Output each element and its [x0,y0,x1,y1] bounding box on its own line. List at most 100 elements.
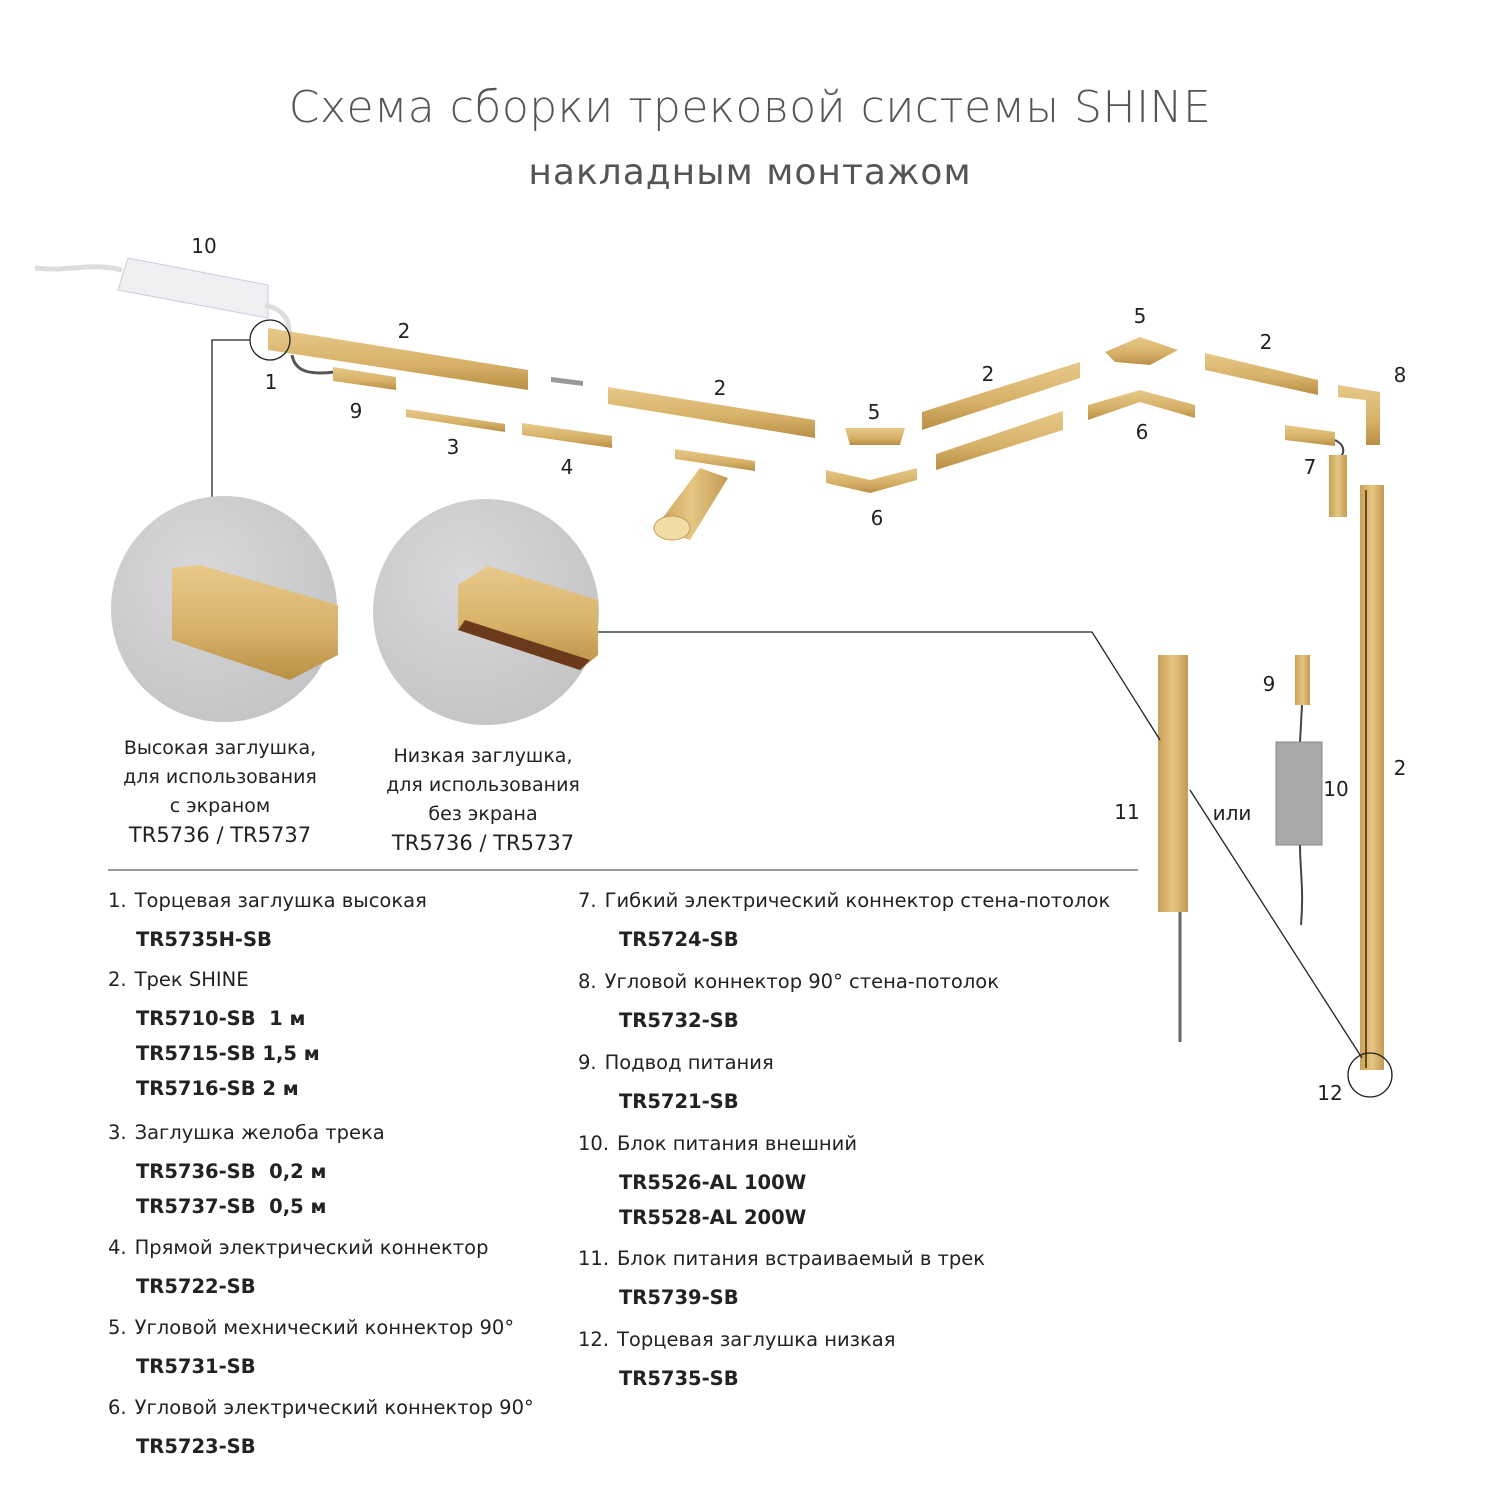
linear-light [936,411,1063,470]
item-name: Блок питания внешний [617,1132,858,1155]
part-label: 1 [264,370,278,394]
corner-connector-mech [845,428,905,445]
flex-connector-vertical [1329,455,1347,517]
item-code: TR5721-SB [619,1090,739,1113]
corner-connector-elec [826,468,917,493]
spot-adapter [675,449,755,471]
item-number: 11. [578,1247,610,1270]
part-label: 3 [446,435,460,459]
part-label: 6 [870,506,884,530]
power-feed-vertical [1295,655,1310,705]
item-code: TR5736-SB 0,2 м [136,1160,327,1183]
item-number: 9. [578,1051,597,1074]
part-label: 5 [1133,304,1147,328]
item-name: Блок питания встраиваемый в трек [617,1247,986,1270]
item-code: TR5735-SB [619,1367,739,1390]
part-label: 7 [1303,455,1317,479]
item-code: TR5724-SB [619,928,739,951]
item-name: Угловой электрический коннектор 90° [134,1396,534,1419]
item-number: 8. [578,970,597,993]
parts-list-item: 6. Угловой электрический коннектор 90° TR5… [108,1396,534,1464]
item-number: 7. [578,889,597,912]
page-subtitle: накладным монтажом [528,152,972,193]
item-number: 1. [108,889,127,912]
item-number: 2. [108,968,127,991]
item-name: Угловой мехнический коннектор 90° [134,1316,515,1339]
part-label: 2 [1393,756,1407,780]
item-name: Угловой коннектор 90° стена-потолок [604,970,999,993]
corner-connector-mech-2 [1105,337,1178,365]
item-code: TR5722-SB [136,1275,256,1298]
parts-list-item: 3. Заглушка желоба трека TR5736-SB 0,2 м TR… [108,1121,385,1224]
parts-list-item: 5. Угловой мехнический коннектор 90° TR573… [108,1316,514,1384]
part-label: 6 [1135,420,1149,444]
flex-connector [1285,425,1335,446]
item-code: TR5737-SB 0,5 м [136,1195,327,1218]
item-code: TR5526-AL 100W [619,1171,807,1194]
callout-high-cap-caption: Высокая заглушка, для использования с эк… [123,737,317,847]
item-code: TR5735H-SB [136,928,272,951]
item-code: TR5731-SB [136,1355,256,1378]
parts-list-item: 1. Торцевая заглушка высокая TR5735H-SB [108,889,427,957]
part-label: 9 [349,399,363,423]
part-label: 11 [1114,800,1140,824]
item-number: 5. [108,1316,127,1339]
parts-list-item: 10. Блок питания внешний TR5526-AL 100W TR5… [578,1132,857,1235]
item-code: TR5716-SB 2 м [136,1077,299,1100]
item-code: TR5715-SB 1,5 м [136,1042,320,1065]
item-number: 12. [578,1328,610,1351]
item-name: Торцевая заглушка низкая [617,1328,896,1351]
item-code: TR5710-SB 1 м [136,1007,306,1030]
item-number: 10. [578,1132,610,1155]
track-1 [268,328,528,390]
item-name: Прямой электрический коннектор [134,1236,489,1259]
item-code: TR5528-AL 200W [619,1206,807,1229]
part-label: 2 [397,319,411,343]
item-number: 4. [108,1236,127,1259]
straight-connector [522,423,612,448]
wall-ceiling-corner [1338,385,1380,445]
item-code: TR5739-SB [619,1286,739,1309]
item-name: Торцевая заглушка высокая [134,889,427,912]
item-number: 6. [108,1396,127,1419]
parts-list-item: 11. Блок питания встраиваемый в трек TR573… [578,1247,985,1315]
track-3 [922,362,1080,430]
parts-list-item: 12. Торцевая заглушка низкая TR5735-SB [578,1328,895,1396]
part-label: 9 [1262,672,1276,696]
parts-list-item: 4. Прямой электрический коннектор TR5722-S… [108,1236,488,1304]
part-label: 2 [713,376,727,400]
item-name: Заглушка желоба трека [134,1121,385,1144]
parts-list-item: 9. Подвод питания TR5721-SB [578,1051,774,1119]
parts-list-item: 8. Угловой коннектор 90° стена-потолок TR5… [578,970,999,1038]
track-4 [1205,353,1318,395]
item-name: Подвод питания [604,1051,774,1074]
track-built-in-psu [1158,655,1188,912]
page-title: Схема сборки трековой системы SHINE [288,82,1212,133]
part-label: 2 [981,362,995,386]
corner-connector-elec-2 [1088,390,1195,420]
part-label: 2 [1259,330,1273,354]
groove-cover [406,409,505,432]
power-supply-external [34,257,293,341]
part-label: 5 [867,400,881,424]
item-number: 3. [108,1121,127,1144]
part-label: 8 [1393,363,1407,387]
straight-connector-pin [551,377,583,386]
part-label: 10 [191,234,217,258]
item-code: TR5723-SB [136,1435,256,1458]
parts-list-item: 2. Трек SHINE TR5710-SB 1 м TR5715-SB 1,5 м… [108,968,320,1106]
item-name: Гибкий электрический коннектор стена-пот… [604,889,1111,912]
item-code: TR5732-SB [619,1009,739,1032]
parts-list-item: 7. Гибкий электрический коннектор стена-п… [578,889,1110,957]
part-label: 12 [1317,1081,1343,1105]
item-name: Трек SHINE [134,968,249,991]
power-supply-vertical [1275,741,1323,846]
part-label: 4 [560,455,574,479]
or-label: или [1212,801,1252,825]
part-label: 10 [1323,777,1349,801]
callout-low-cap-caption: Низкая заглушка, для использования без э… [386,745,580,855]
power-feed [333,367,396,390]
track-2 [608,387,815,438]
track-vertical [1360,485,1384,1070]
